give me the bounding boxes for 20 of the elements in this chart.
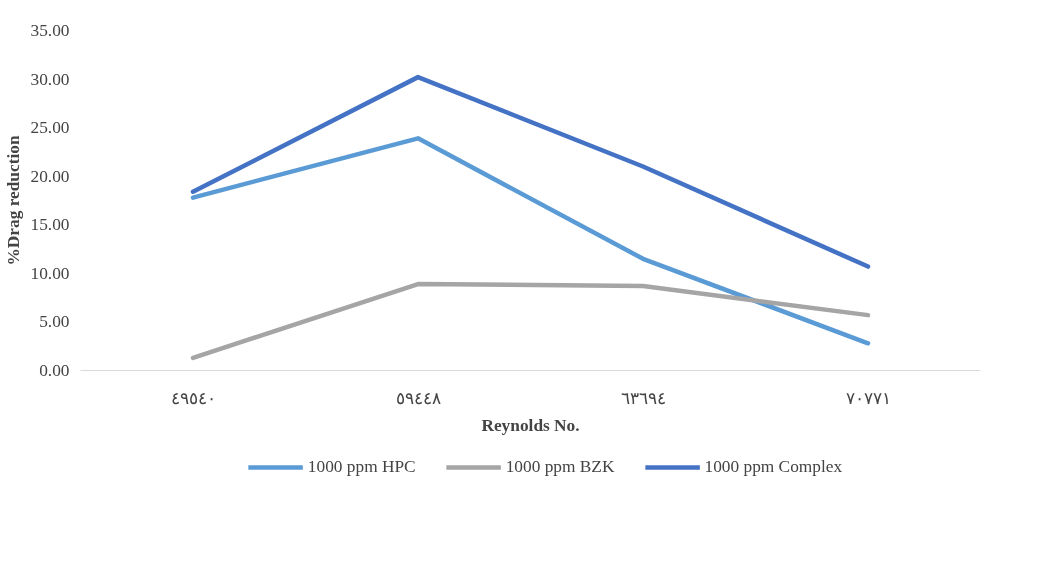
x-axis-title: Reynolds No. bbox=[481, 415, 580, 435]
legend-label: 1000 ppm HPC bbox=[307, 457, 416, 477]
x-tick-label: ٦٣٦٩٤ bbox=[620, 388, 666, 408]
y-axis-title: %Drag reduction bbox=[3, 135, 23, 266]
y-tick-label: 25.00 bbox=[30, 118, 70, 138]
line-series bbox=[190, 74, 871, 269]
y-tick-label: 15.00 bbox=[30, 215, 70, 235]
y-tick-label: 0.00 bbox=[39, 361, 70, 380]
legend-label: 1000 ppm Complex bbox=[704, 457, 843, 477]
y-tick-label: 20.00 bbox=[30, 166, 70, 186]
line-series bbox=[190, 136, 871, 346]
y-tick-label: 5.00 bbox=[39, 312, 70, 332]
x-tick-label: ٧٠٧٧١ bbox=[845, 388, 891, 408]
legend-label: 1000 ppm BZK bbox=[505, 457, 615, 477]
y-tick-label: 30.00 bbox=[30, 69, 70, 89]
y-tick-label: 35.00 bbox=[30, 21, 70, 40]
y-tick-label: 10.00 bbox=[30, 263, 70, 283]
x-tick-label: ٤٩٥٤٠ bbox=[170, 388, 216, 408]
x-tick-label: ٥٩٤٤٨ bbox=[395, 388, 441, 408]
line-series bbox=[190, 281, 871, 361]
